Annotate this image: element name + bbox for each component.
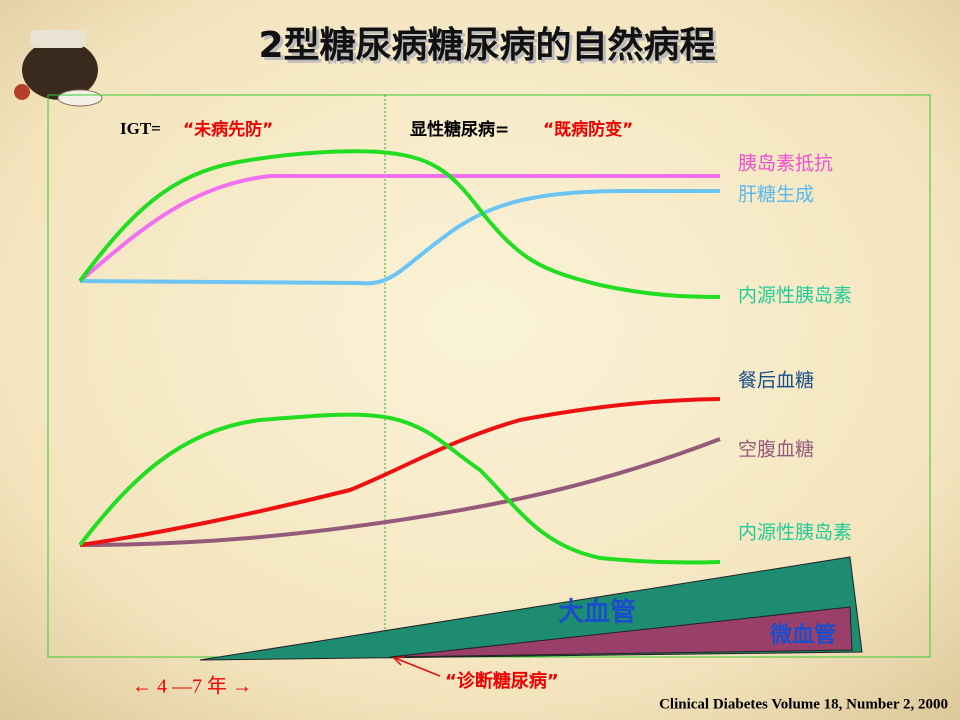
curve xyxy=(78,149,721,299)
curve-label: 肝糖生成 xyxy=(738,184,814,206)
curve-label: 餐后血糖 xyxy=(738,370,814,392)
curves xyxy=(78,149,721,565)
phase-motto: “未病先防” xyxy=(183,119,273,140)
curve xyxy=(78,174,720,283)
curve-label: 内源性胰岛素 xyxy=(738,285,852,307)
arrow xyxy=(394,657,441,677)
micro-wedge xyxy=(389,606,853,658)
curve xyxy=(78,412,721,565)
decor-icon xyxy=(14,30,103,107)
curve xyxy=(79,437,721,547)
citation: Clinical Diabetes Volume 18, Number 2, 2… xyxy=(659,696,948,712)
wedge-label: 大血管 xyxy=(558,598,636,628)
phase-motto: “既病防变” xyxy=(543,119,633,140)
wedge-label: 微血管 xyxy=(769,622,836,648)
duration: ← 4 —7 年 → xyxy=(132,675,252,698)
curve-label: 胰岛素抵抗 xyxy=(738,153,833,175)
curve xyxy=(79,189,720,286)
curve-label: 空腹血糖 xyxy=(738,439,814,461)
title: 2型糖尿病糖尿病的自然病程 xyxy=(258,24,715,66)
title-shadow: 2型糖尿病糖尿病的自然病程 xyxy=(261,27,718,69)
curve xyxy=(79,397,721,547)
phase-label: IGT= xyxy=(120,119,161,138)
curve-label: 内源性胰岛素 xyxy=(738,522,852,544)
arrow-head xyxy=(392,656,405,666)
diagnosis: “诊断糖尿病” xyxy=(445,670,559,692)
phase-label: 显性糖尿病= xyxy=(410,119,509,140)
